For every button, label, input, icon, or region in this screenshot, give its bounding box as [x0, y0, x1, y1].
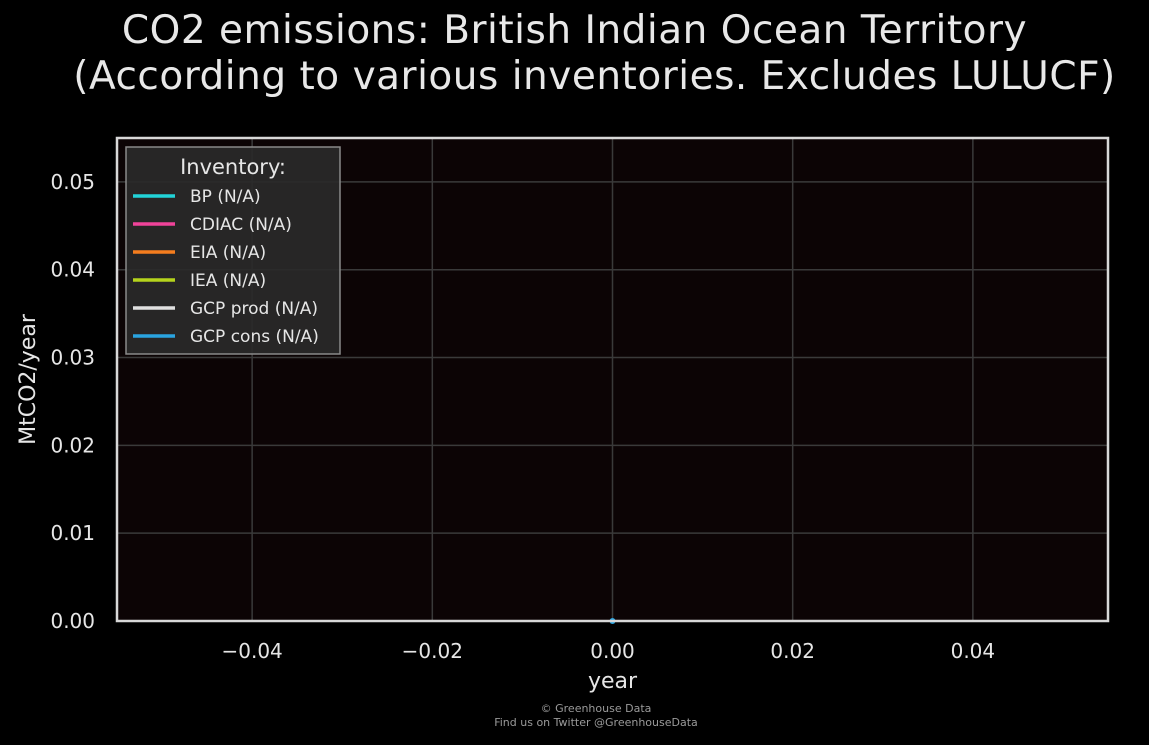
y-tick-label: 0.01 — [50, 521, 95, 545]
y-tick-label: 0.03 — [50, 346, 95, 370]
legend: Inventory: BP (N/A) CDIAC (N/A) EIA (N/A) IE… — [125, 146, 341, 355]
y-tick-label: 0.04 — [50, 258, 95, 282]
y-tick-label: 0.02 — [50, 433, 95, 457]
legend-entry-label: CDIAC (N/A) — [190, 215, 292, 235]
x-tick-label: −0.02 — [402, 639, 463, 663]
x-axis-label: year — [588, 669, 638, 694]
legend-entry-label: EIA (N/A) — [190, 243, 266, 263]
x-tick-label: −0.04 — [221, 639, 282, 663]
x-axis-ticks: −0.04 −0.02 0.00 0.02 0.04 — [221, 639, 995, 663]
plot-frame — [115, 136, 1110, 623]
legend-entry-label: BP (N/A) — [190, 187, 261, 207]
legend-entry-label: GCP prod (N/A) — [190, 299, 318, 319]
legend-entry-label: IEA (N/A) — [190, 271, 266, 291]
legend-entry-label: GCP cons (N/A) — [190, 327, 319, 347]
y-axis-label: MtCO2/year — [16, 313, 41, 445]
footer: © Greenhouse Data Find us on Twitter @Gr… — [0, 702, 1149, 730]
chart-title: CO2 emissions: British Indian Ocean Terr… — [0, 8, 1149, 100]
chart-subtitle: (According to various inventories. Exclu… — [73, 54, 1116, 99]
y-axis-ticks: 0.00 0.01 0.02 0.03 0.04 0.05 — [50, 170, 95, 633]
y-tick-label: 0.00 — [50, 609, 95, 633]
footer-twitter: Find us on Twitter @GreenhouseData — [494, 716, 698, 729]
y-tick-label: 0.05 — [50, 170, 95, 194]
x-tick-label: 0.04 — [951, 639, 996, 663]
footer-copyright: © Greenhouse Data — [540, 702, 652, 715]
x-tick-label: 0.02 — [770, 639, 815, 663]
chart-title-main: CO2 emissions: British Indian Ocean Terr… — [121, 8, 1028, 53]
x-tick-label: 0.00 — [590, 639, 635, 663]
legend-title: Inventory: — [180, 155, 286, 179]
